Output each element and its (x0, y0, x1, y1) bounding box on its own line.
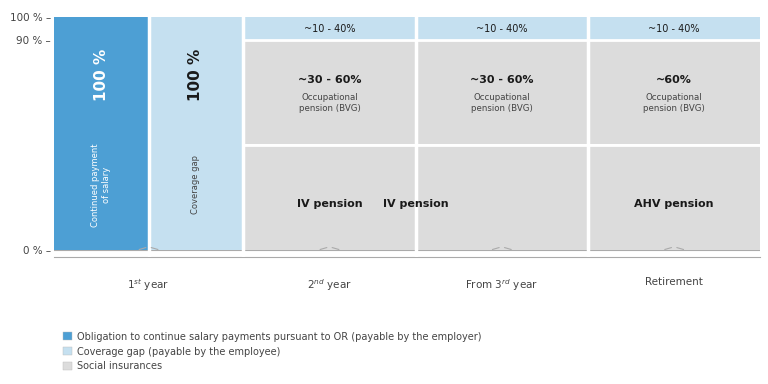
Text: Continued payment
of salary: Continued payment of salary (91, 143, 111, 227)
Bar (588, 146, 760, 250)
Text: Occupational
pension (BVG): Occupational pension (BVG) (471, 93, 533, 113)
Text: ~30 - 60%: ~30 - 60% (298, 75, 361, 85)
Bar (588, 40, 760, 144)
Bar (415, 17, 588, 40)
Text: ~10 - 40%: ~10 - 40% (476, 24, 528, 34)
Text: Occupational
pension (BVG): Occupational pension (BVG) (299, 93, 360, 113)
Text: ~10 - 40%: ~10 - 40% (648, 24, 700, 34)
Bar (243, 146, 588, 250)
Bar (243, 40, 415, 144)
Text: IV pension: IV pension (382, 199, 449, 209)
Bar (243, 146, 415, 250)
Bar (243, 17, 415, 40)
Text: ~10 - 40%: ~10 - 40% (303, 24, 356, 34)
Text: Occupational
pension (BVG): Occupational pension (BVG) (644, 93, 705, 113)
Bar (415, 146, 588, 250)
Text: 100 %: 100 % (94, 49, 108, 101)
Bar (588, 17, 760, 40)
Text: AHV pension: AHV pension (634, 199, 714, 209)
Text: 100 %: 100 % (188, 49, 204, 101)
Bar (415, 40, 588, 144)
Text: Coverage gap: Coverage gap (191, 156, 200, 215)
Text: ~60%: ~60% (656, 75, 692, 85)
Text: IV pension: IV pension (296, 199, 362, 209)
Bar (148, 17, 243, 250)
Legend: Obligation to continue salary payments pursuant to OR (payable by the employer),: Obligation to continue salary payments p… (58, 328, 485, 375)
Text: ~30 - 60%: ~30 - 60% (470, 75, 534, 85)
Bar (54, 17, 148, 250)
